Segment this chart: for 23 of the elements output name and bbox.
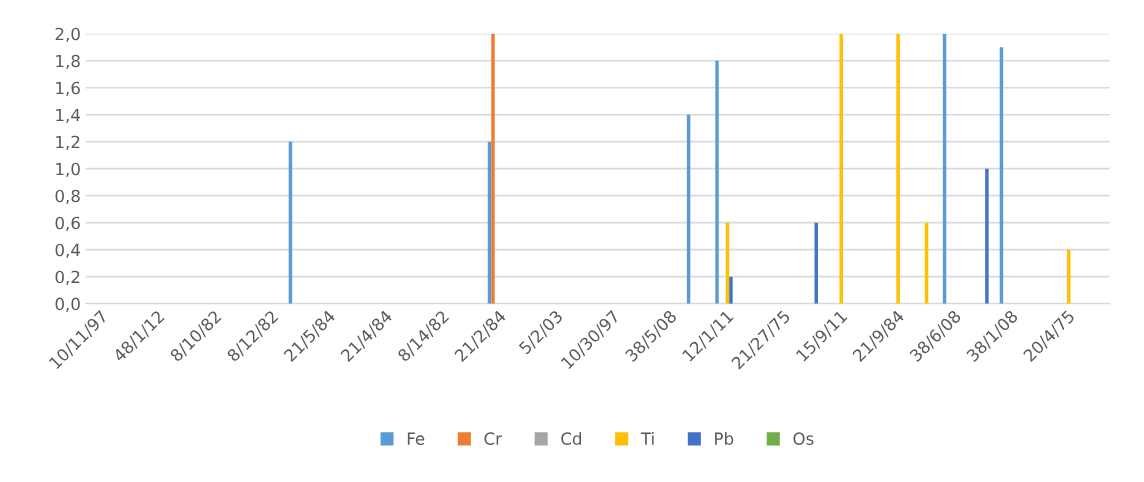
y-tick-label: 1,4 [56,108,80,123]
bar [715,60,719,304]
legend-label: Ti [640,432,654,445]
y-tick-label: 2,0 [55,27,80,43]
bar [896,33,900,304]
legend-label: Cr [484,432,502,445]
y-tick-label: 0,8 [55,189,80,204]
y-tick-label: 0,4 [55,243,80,258]
bar [839,33,843,304]
legend-label: Cd [561,432,582,445]
y-tick-label: 0,0 [55,297,80,312]
bar [491,33,495,304]
legend-label: Fe [407,432,425,445]
bar [729,276,733,304]
y-tick-label: 0,6 [55,216,80,231]
y-tick-label: 0,2 [55,270,80,285]
y-tick-label: 1,6 [56,81,80,96]
legend-label: Os [793,432,814,445]
legend-label: Pb [715,432,734,445]
bar [985,168,989,304]
y-tick-label: 1,8 [56,54,80,69]
y-tick-label: 1,2 [56,135,80,150]
y-tick-label: 1,0 [56,162,80,177]
